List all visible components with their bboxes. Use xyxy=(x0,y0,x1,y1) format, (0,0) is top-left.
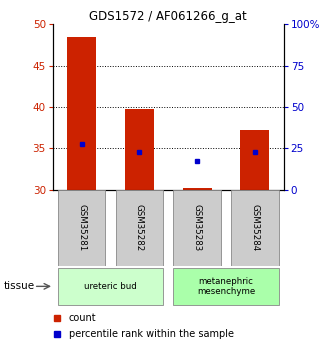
Bar xyxy=(183,188,212,190)
Bar xyxy=(231,190,279,266)
Title: GDS1572 / AF061266_g_at: GDS1572 / AF061266_g_at xyxy=(89,10,247,23)
Text: count: count xyxy=(69,313,97,323)
Text: GSM35282: GSM35282 xyxy=(135,204,144,251)
Text: tissue: tissue xyxy=(3,282,34,291)
Bar xyxy=(116,190,163,266)
Text: GSM35284: GSM35284 xyxy=(250,204,259,251)
Text: GSM35283: GSM35283 xyxy=(193,204,202,251)
Text: GSM35281: GSM35281 xyxy=(77,204,86,251)
Text: ureteric bud: ureteric bud xyxy=(84,282,137,291)
Bar xyxy=(125,109,154,190)
Bar xyxy=(241,130,269,190)
Bar xyxy=(58,268,163,305)
Bar xyxy=(174,190,221,266)
Text: percentile rank within the sample: percentile rank within the sample xyxy=(69,329,234,339)
Bar xyxy=(58,190,105,266)
Bar xyxy=(67,37,96,190)
Text: metanephric
mesenchyme: metanephric mesenchyme xyxy=(197,277,255,296)
Bar xyxy=(174,268,279,305)
